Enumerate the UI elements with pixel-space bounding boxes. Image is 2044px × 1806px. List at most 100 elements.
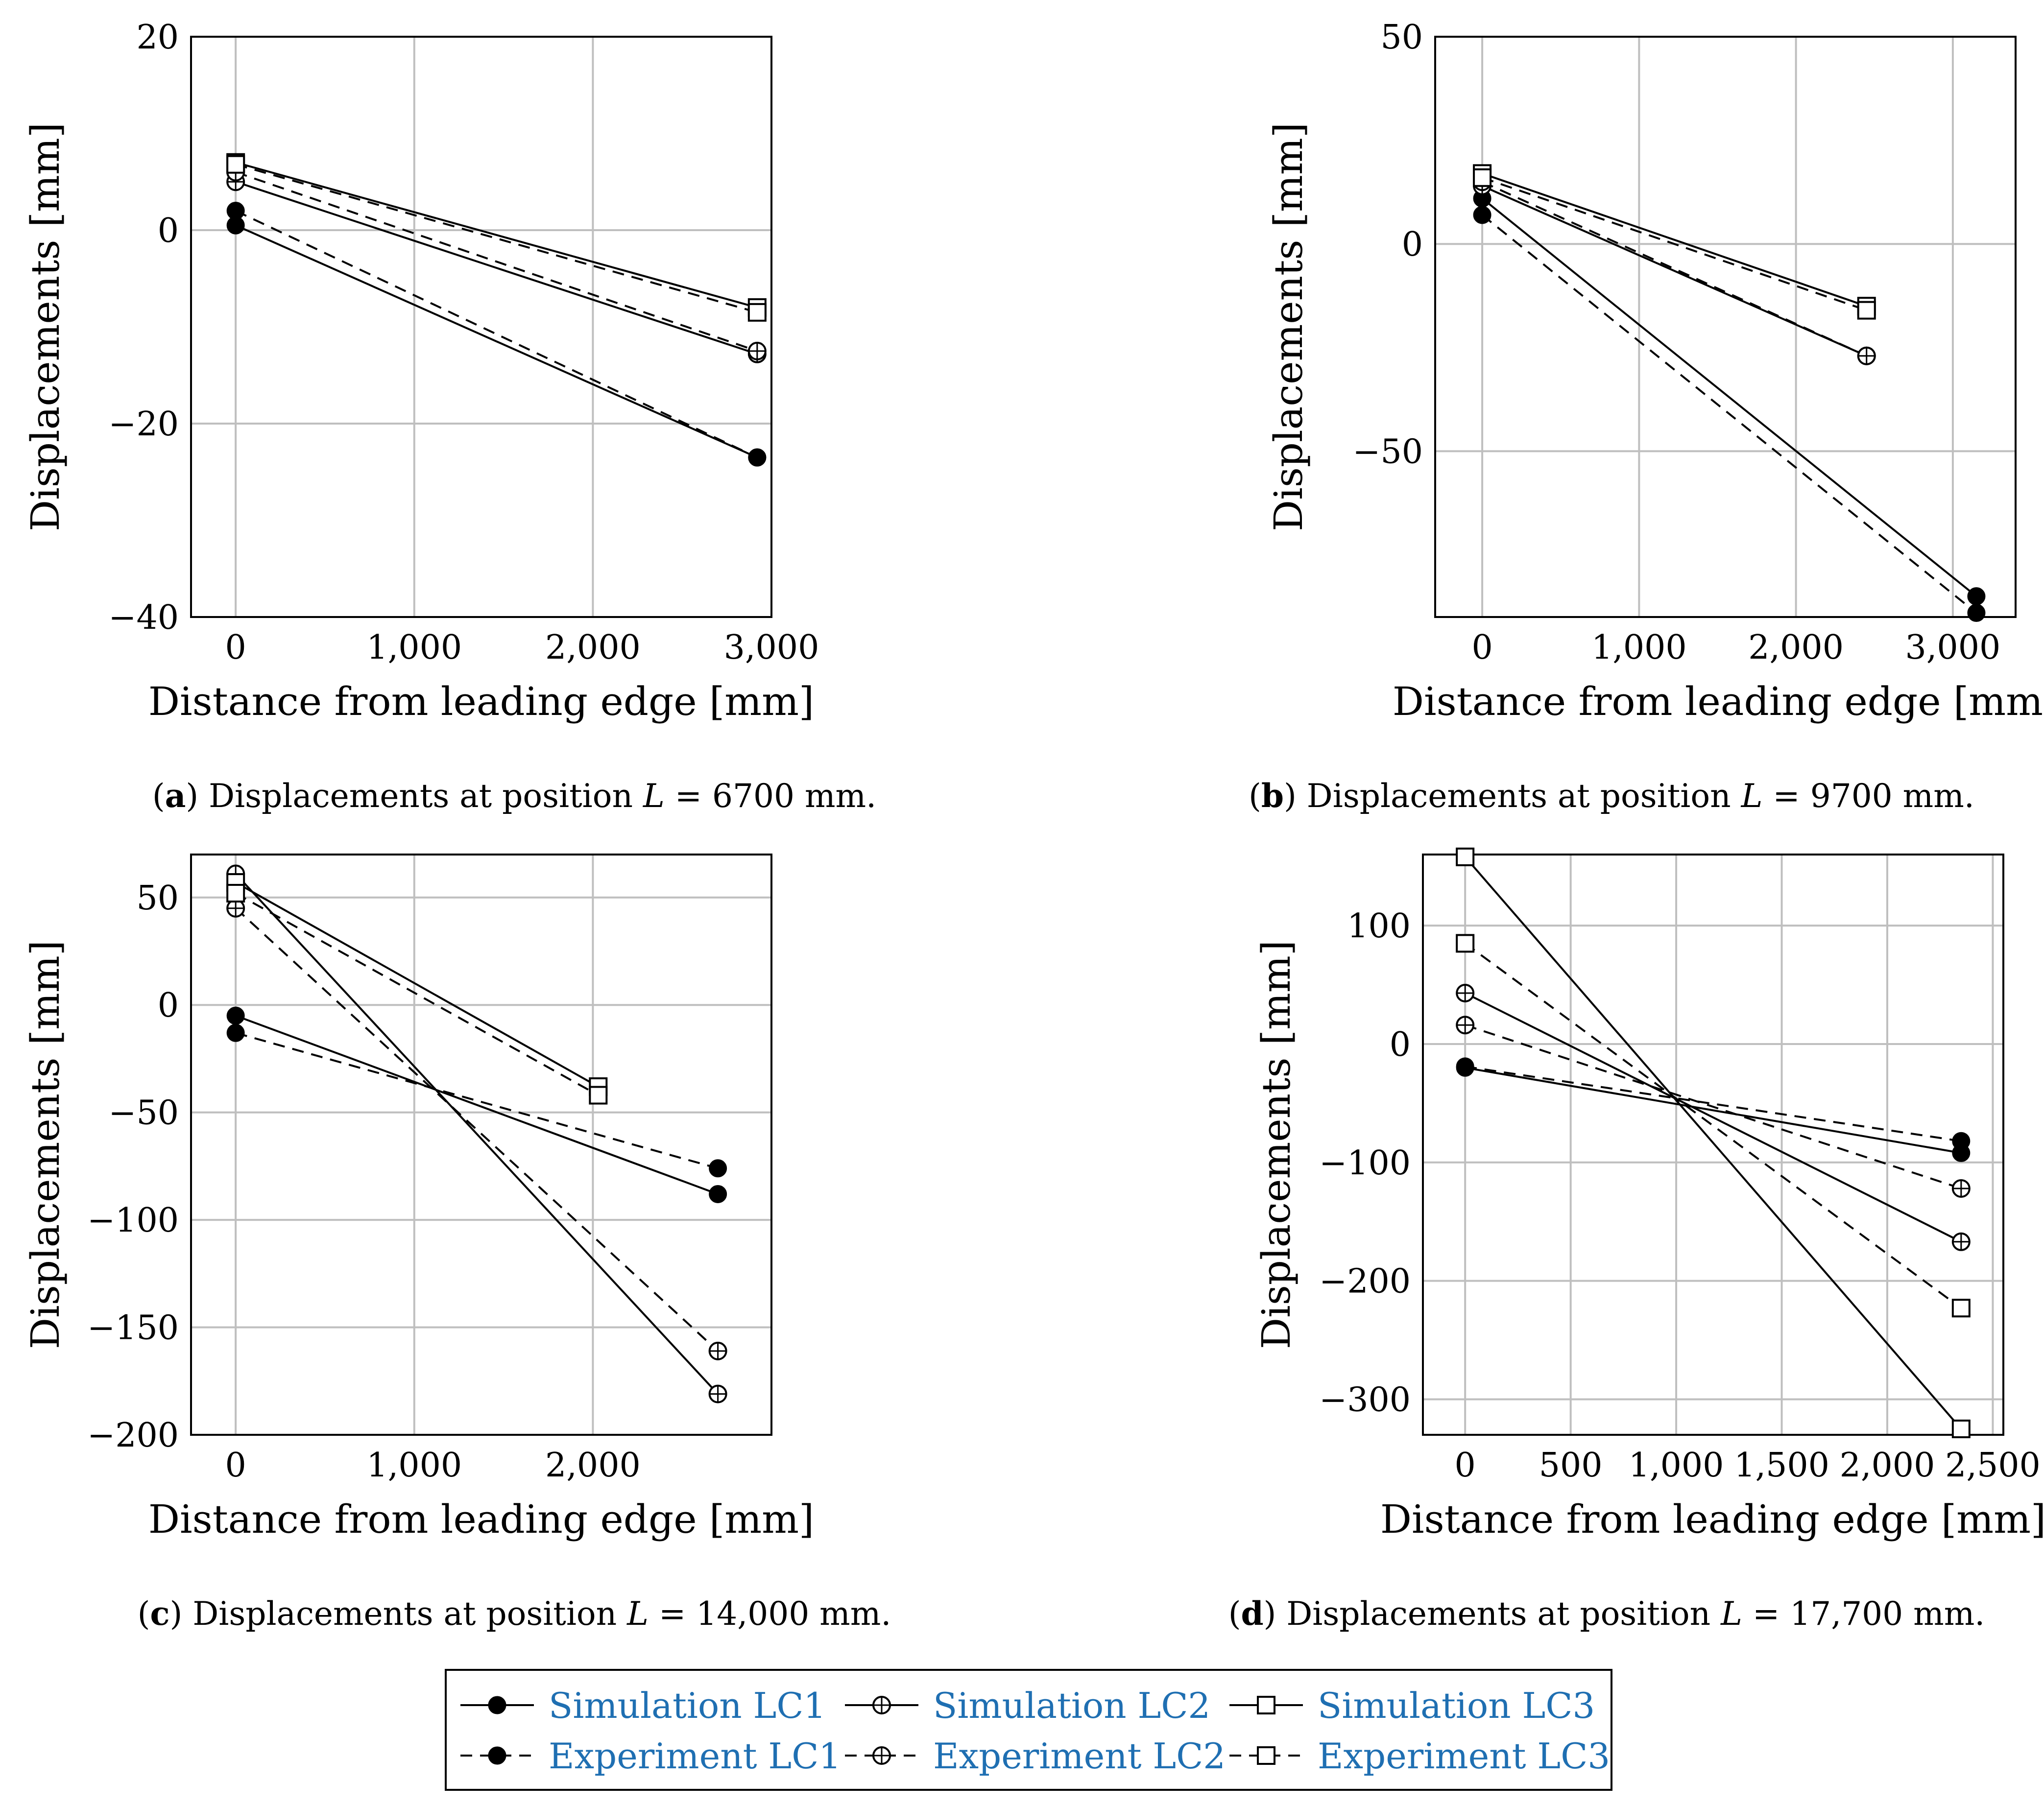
- x-tick-label: 3,000: [724, 628, 819, 667]
- marker-simulation-lc3: [1456, 847, 1475, 866]
- legend-label: Simulation LC2: [933, 1685, 1210, 1726]
- x-tick-label: 2,000: [1840, 1446, 1935, 1485]
- marker-experiment-lc1: [226, 1023, 245, 1042]
- y-tick-label: −100: [87, 1201, 179, 1240]
- x-tick-label: 2,000: [545, 1446, 641, 1485]
- series-line-experiment-lc2: [235, 171, 758, 352]
- x-tick-label: 2,000: [1748, 628, 1844, 667]
- x-tick-label: 2,500: [1945, 1446, 2041, 1485]
- marker-experiment-lc3: [226, 155, 245, 174]
- marker-experiment-lc3: [1951, 1299, 1971, 1318]
- x-tick-label: 1,000: [366, 628, 462, 667]
- legend-box: Simulation LC1 Simulation LC2 Simulation L…: [445, 1669, 1612, 1791]
- series-line-experiment-lc2: [1482, 181, 1867, 357]
- marker-experiment-lc2: [747, 341, 767, 360]
- x-tick-label: 500: [1539, 1446, 1603, 1485]
- y-tick-label: 0: [1402, 225, 1423, 264]
- marker-experiment-lc2: [1857, 346, 1876, 365]
- series-line-experiment-lc1: [1465, 1065, 1962, 1142]
- x-tick-label: 3,000: [1905, 628, 2001, 667]
- marker-experiment-lc2: [708, 1341, 727, 1360]
- y-tick-label: −200: [87, 1416, 179, 1455]
- y-tick-label: 50: [1380, 18, 1423, 57]
- legend-item-simulation-lc1: Simulation LC1: [460, 1685, 826, 1726]
- y-tick-label: −20: [108, 405, 179, 444]
- series-line-experiment-lc1: [235, 1032, 719, 1169]
- marker-experiment-lc3: [1857, 301, 1876, 320]
- legend-marker: [872, 1696, 891, 1714]
- marker-experiment-lc3: [1473, 168, 1492, 187]
- legend-marker: [872, 1746, 891, 1765]
- legend-label: Experiment LC1: [549, 1735, 841, 1777]
- panel-letter: c: [150, 1594, 169, 1633]
- panel-b: 0 1,000 2,000 3,000 −50 0 50 Distance from lead…: [1249, 18, 2044, 815]
- series-line-experiment-lc1: [1481, 214, 1977, 614]
- y-tick-label: 100: [1347, 907, 1411, 946]
- series-line-simulation-lc1: [1465, 1067, 1962, 1154]
- panel-letter: d: [1241, 1594, 1263, 1633]
- x-axis-label: Distance from leading edge [mm]: [1380, 1497, 2044, 1542]
- x-tick-label: 1,000: [1629, 1446, 1724, 1485]
- legend-marker: [488, 1746, 506, 1765]
- series-line-simulation-lc3: [1464, 856, 1962, 1430]
- y-tick-label: −100: [1319, 1144, 1411, 1183]
- y-tick-label: 0: [158, 212, 179, 250]
- panel-c: 0 1,000 2,000 −200 −150 −100 −50 0 50 Distance fr…: [23, 854, 891, 1633]
- series-group: [226, 864, 727, 1403]
- series-line-experiment-lc3: [235, 163, 758, 313]
- panel-caption: (a) Displacements at position L = 6700 m…: [152, 777, 876, 815]
- marker-simulation-lc1: [226, 1006, 245, 1025]
- series-line-simulation-lc1: [1481, 197, 1977, 597]
- legend-item-simulation-lc3: Simulation LC3: [1229, 1685, 1595, 1726]
- x-tick-label: 0: [1455, 1446, 1476, 1485]
- marker-experiment-lc1: [709, 1159, 727, 1178]
- series-line-simulation-lc3: [235, 161, 758, 309]
- panel-letter: b: [1261, 777, 1284, 815]
- panel-letter: a: [165, 777, 186, 815]
- series-group: [226, 153, 767, 467]
- x-axis-label: Distance from leading edge [mm]: [148, 679, 814, 724]
- marker-experiment-lc1: [1952, 1132, 1971, 1150]
- panel-caption: (c) Displacements at position L = 14,000…: [138, 1594, 891, 1633]
- marker-simulation-lc1: [709, 1185, 727, 1203]
- marker-experiment-lc2: [1456, 1016, 1475, 1035]
- series-line-simulation-lc3: [1482, 172, 1867, 308]
- x-tick-label: 2,000: [545, 628, 641, 667]
- series-line-simulation-lc2: [1465, 992, 1962, 1243]
- marker-experiment-lc3: [589, 1086, 608, 1105]
- marker-experiment-lc2: [226, 899, 245, 918]
- y-tick-label: 50: [136, 879, 179, 918]
- series-line-experiment-lc3: [1464, 942, 1962, 1309]
- marker-experiment-lc1: [1456, 1057, 1474, 1076]
- y-tick-label: −150: [87, 1309, 179, 1348]
- x-tick-label: 1,500: [1734, 1446, 1829, 1485]
- marker-experiment-lc1: [1473, 206, 1491, 224]
- y-tick-label: −200: [1319, 1262, 1411, 1301]
- legend-item-simulation-lc2: Simulation LC2: [845, 1685, 1210, 1726]
- panel-a: 0 1,000 2,000 3,000 −40 −20 0 20 Distance from l…: [23, 18, 876, 815]
- legend-marker: [488, 1696, 506, 1714]
- series-line-simulation-lc3: [235, 881, 599, 1088]
- legend-item-experiment-lc2: Experiment LC2: [845, 1735, 1226, 1777]
- marker-experiment-lc1: [748, 448, 767, 467]
- legend-item-experiment-lc3: Experiment LC3: [1229, 1735, 1610, 1777]
- y-axis-label: Displacements [mm]: [23, 940, 68, 1349]
- marker-simulation-lc1: [1967, 587, 1986, 606]
- legend-item-experiment-lc1: Experiment LC1: [460, 1735, 841, 1777]
- y-tick-label: −300: [1319, 1380, 1411, 1419]
- x-tick-label: 0: [1471, 628, 1492, 667]
- legend-marker: [1257, 1746, 1275, 1765]
- series-line-simulation-lc2: [235, 873, 719, 1395]
- series-line-experiment-lc2: [235, 907, 719, 1352]
- series-line-experiment-lc2: [1465, 1024, 1962, 1189]
- series-group: [1456, 847, 1971, 1438]
- series-line-simulation-lc2: [1482, 185, 1867, 357]
- plot-frame: [190, 854, 772, 1436]
- legend-label: Experiment LC2: [933, 1735, 1226, 1777]
- y-tick-label: −50: [1352, 432, 1423, 471]
- x-tick-label: 1,000: [1591, 628, 1687, 667]
- legend-label: Simulation LC3: [1318, 1685, 1595, 1726]
- x-tick-label: 0: [225, 628, 246, 667]
